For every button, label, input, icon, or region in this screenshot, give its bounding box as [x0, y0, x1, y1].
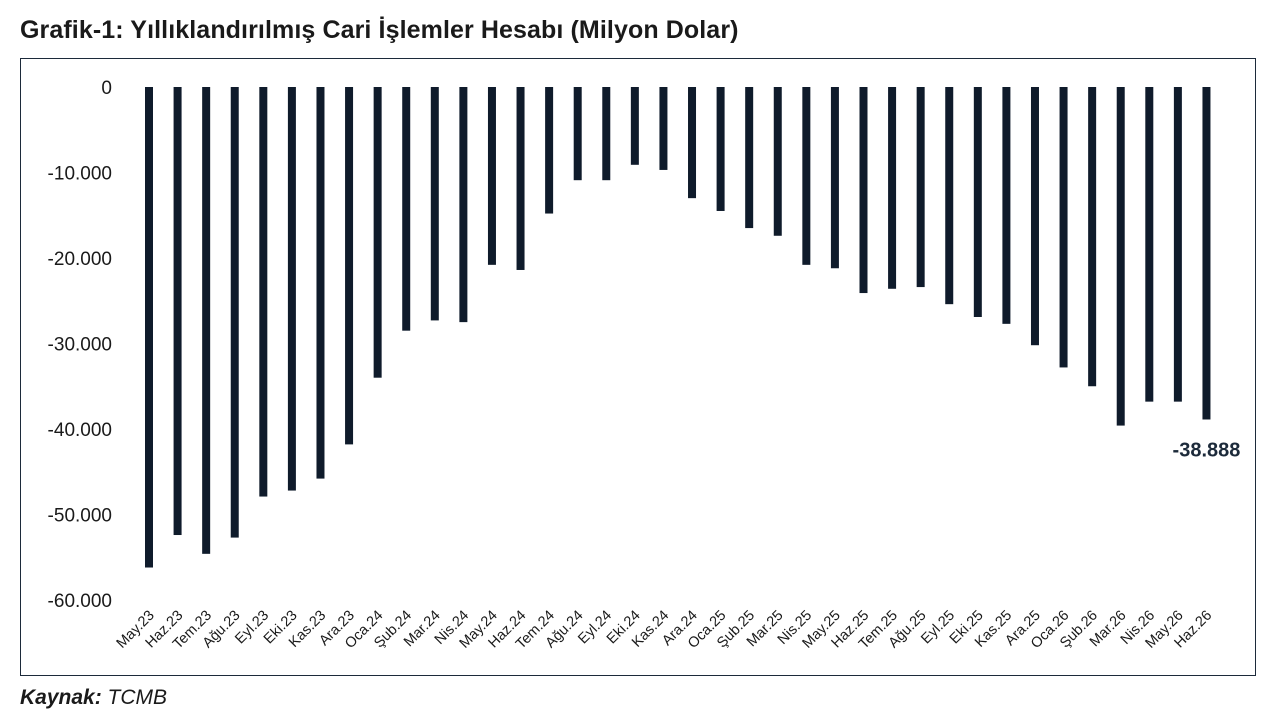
bar: [373, 87, 382, 378]
bar: [287, 87, 296, 491]
bar: [430, 87, 439, 321]
bar: [459, 87, 468, 323]
data-label: -38.888: [1173, 439, 1241, 461]
bar: [1116, 87, 1125, 426]
bar: [173, 87, 182, 536]
bar: [773, 87, 782, 236]
bar: [1002, 87, 1011, 324]
bar: [259, 87, 268, 497]
bar: [345, 87, 354, 445]
source-value: TCMB: [107, 686, 168, 709]
source-label: Kaynak:: [20, 686, 102, 709]
y-tick-label: -40.000: [48, 420, 112, 441]
bar: [202, 87, 211, 554]
bar: [402, 87, 411, 331]
bar: [1030, 87, 1039, 346]
bar: [1088, 87, 1097, 387]
bar: [1059, 87, 1068, 368]
chart-frame: [20, 58, 1256, 676]
bar: [1202, 87, 1211, 420]
bar: [573, 87, 582, 181]
bar: [716, 87, 725, 211]
bar: [630, 87, 639, 165]
bar: [1173, 87, 1182, 402]
bar: [145, 87, 153, 568]
bar: [545, 87, 554, 214]
bar: [945, 87, 954, 305]
bar: [830, 87, 839, 269]
bar: [1145, 87, 1154, 402]
bar: [487, 87, 496, 265]
chart-title: Grafik-1: Yıllıklandırılmış Cari İşlemle…: [20, 16, 739, 44]
bar-series: [145, 87, 1211, 568]
bar: [659, 87, 668, 170]
y-axis: 0 -10.000 -20.000 -30.000 -40.000 -50.000 -60.…: [48, 78, 112, 612]
bar: [745, 87, 754, 229]
bar: [316, 87, 325, 479]
x-axis: May.23Haz.23Tem.23Ağu.23Eyl.23Eki.23Kas.…: [114, 608, 1216, 653]
bar: [230, 87, 239, 538]
bar: [916, 87, 925, 288]
y-tick-label: -60.000: [48, 591, 112, 612]
y-tick-label: -50.000: [48, 506, 112, 527]
y-tick-label: -10.000: [48, 164, 112, 185]
y-tick-label: -20.000: [48, 249, 112, 270]
y-tick-label: 0: [101, 78, 112, 99]
bar: [602, 87, 611, 181]
bar: [859, 87, 868, 294]
bar: [802, 87, 811, 265]
bar: [888, 87, 897, 289]
bar: [688, 87, 697, 199]
data-labels: -38.888: [1173, 439, 1241, 461]
bar: [973, 87, 982, 317]
bar: [516, 87, 525, 270]
source-note: Kaynak: TCMB: [20, 686, 167, 710]
y-tick-label: -30.000: [48, 335, 112, 356]
